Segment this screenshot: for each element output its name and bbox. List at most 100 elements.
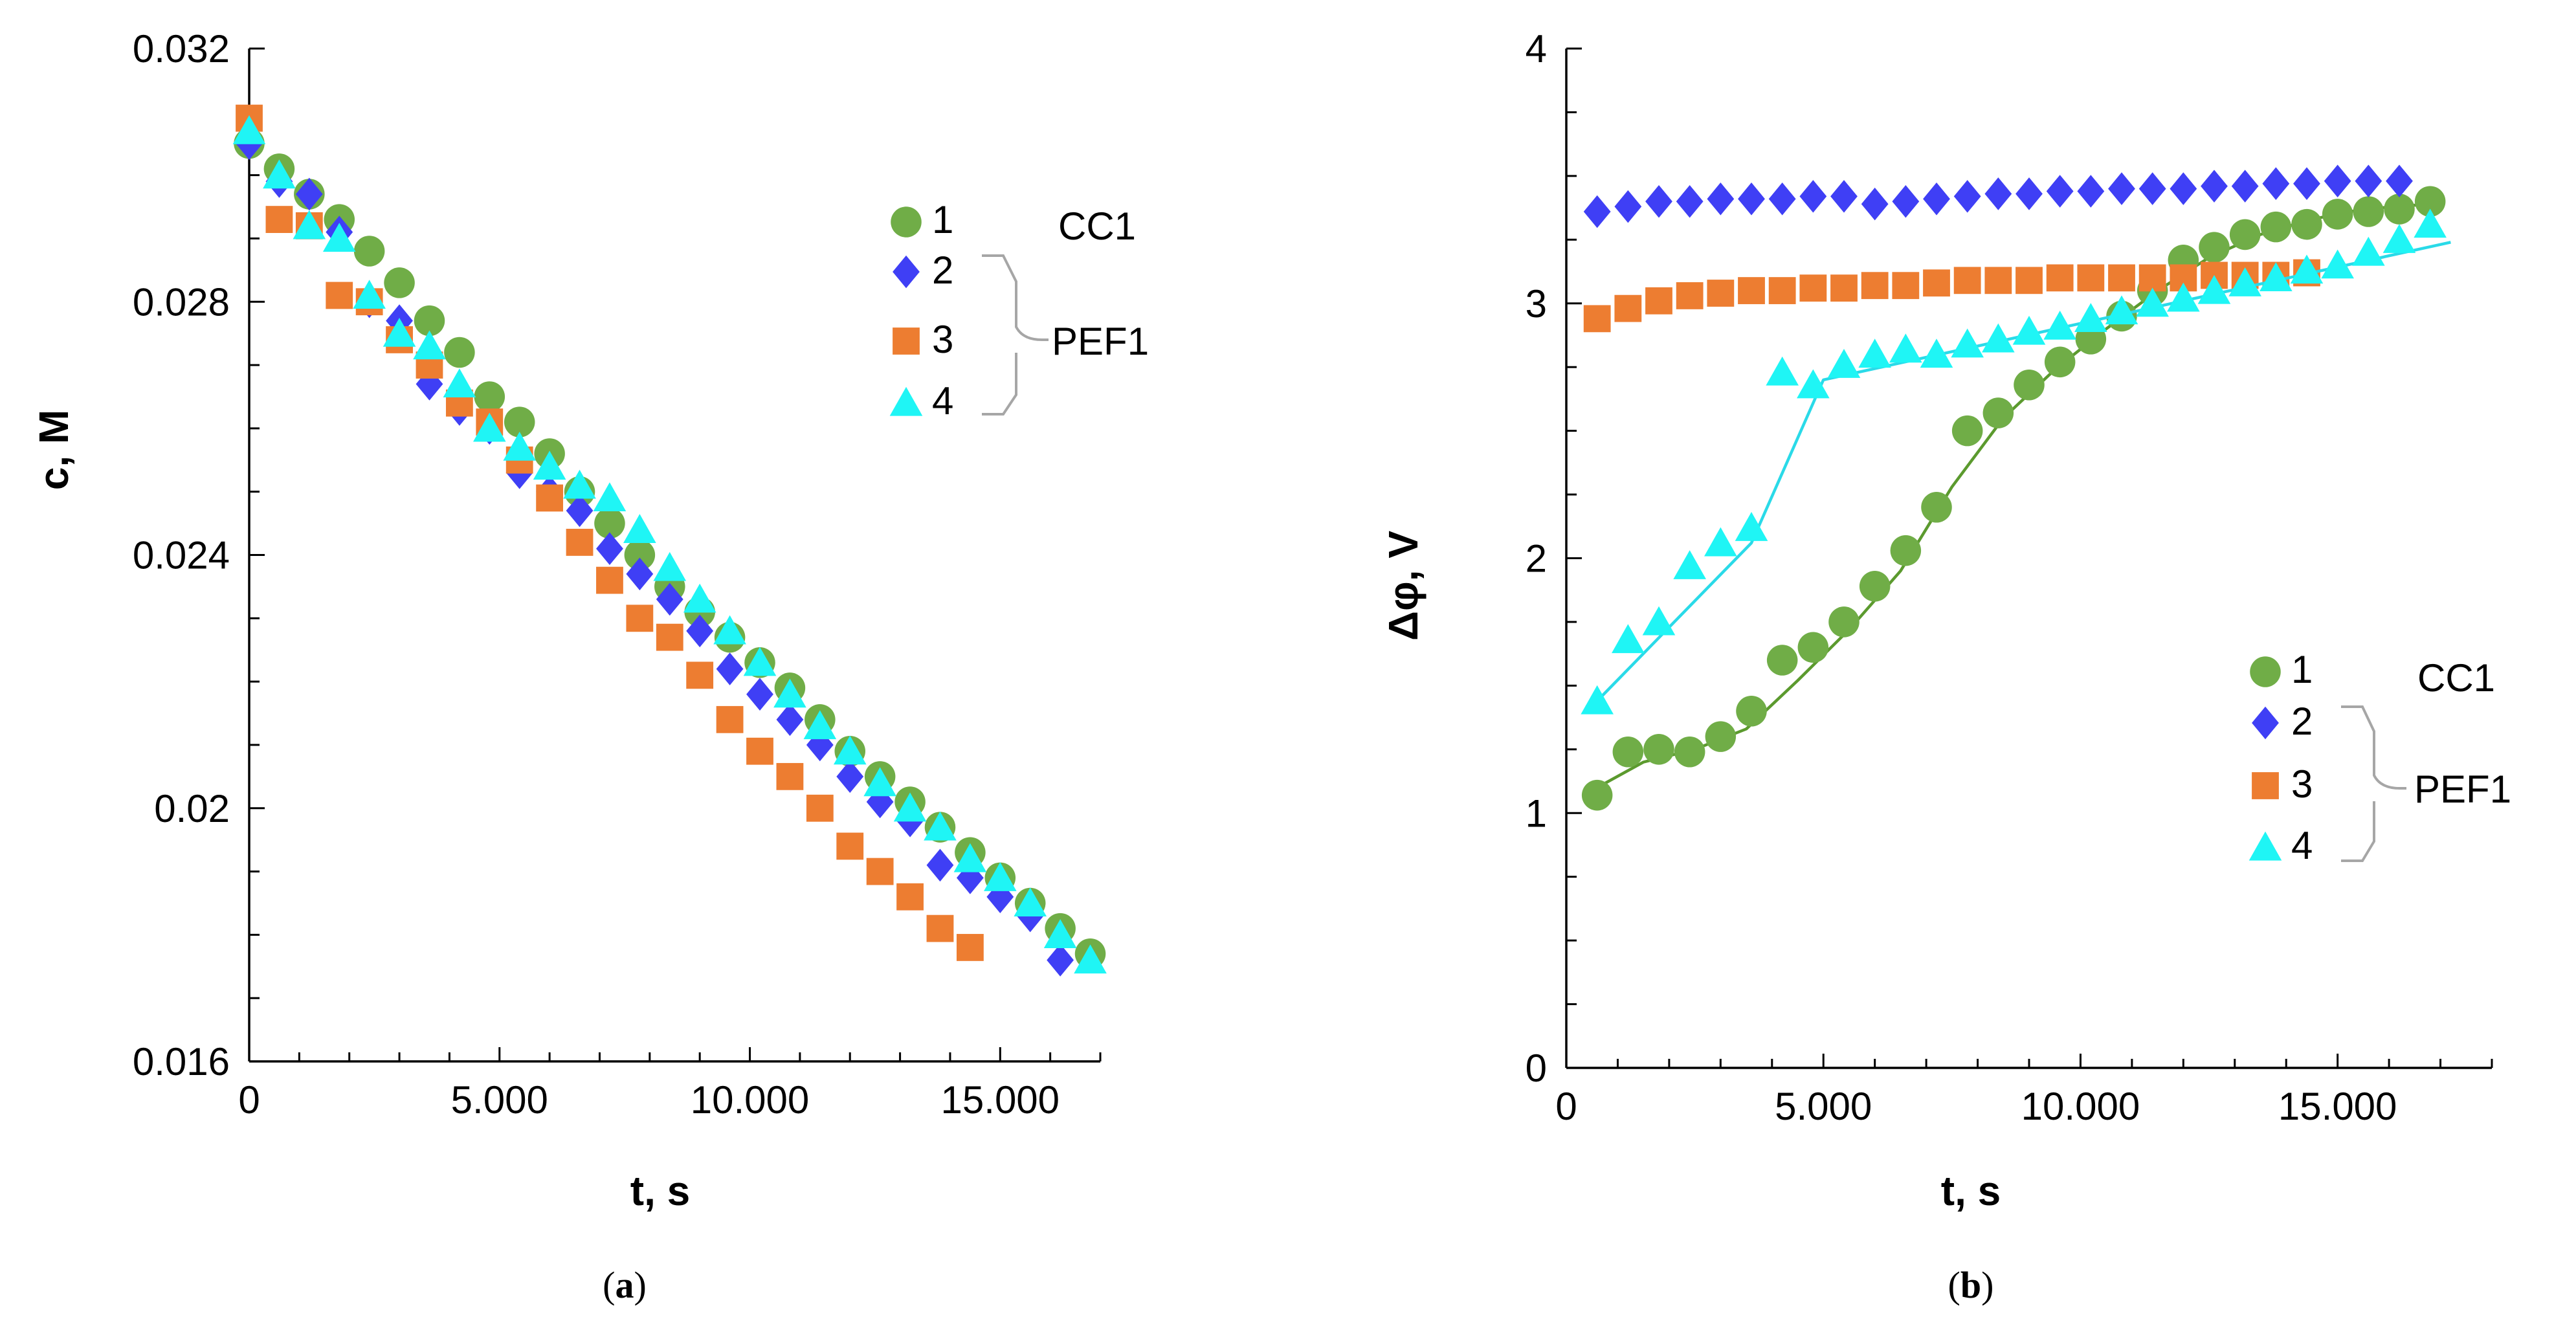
series-1-point (2044, 346, 2076, 378)
series-4-point (893, 792, 927, 822)
series-2-point (776, 703, 804, 737)
series-1-point (2014, 369, 2045, 401)
series-4-point (2105, 295, 2138, 325)
series-4-point (2414, 208, 2447, 238)
legend-marker-1 (2250, 656, 2281, 687)
chart-a-axes (248, 47, 1102, 1063)
series-2-point (656, 582, 683, 616)
series-1-point (1797, 632, 1829, 663)
legend-marker-4 (889, 386, 923, 416)
series-4-point (953, 843, 987, 872)
series-2-point (1583, 195, 1611, 228)
series-1-point (1859, 571, 1891, 602)
series-3-point (746, 737, 773, 765)
y-tick-label: 0.016 (133, 1040, 230, 1083)
series-4-point (2197, 274, 2231, 304)
series-4-point (863, 767, 896, 797)
series-3-point (716, 705, 744, 733)
series-1-point (1890, 535, 1922, 566)
series-4-point (2012, 315, 2046, 345)
series-4-point (2321, 249, 2354, 279)
series-1-point (1581, 779, 1613, 811)
y-tick-label: 4 (1526, 27, 1547, 71)
series-3-point (926, 914, 954, 942)
series-3-point (566, 529, 594, 556)
series-4-point (322, 223, 356, 252)
series-4 (1581, 208, 2451, 715)
caption-a-letter: a (616, 1264, 634, 1306)
legend-marker-3 (2252, 772, 2279, 799)
chart-b-legend-label-3: 3 (2291, 762, 2313, 806)
series-3-point (2138, 264, 2166, 292)
series-3-point (536, 484, 564, 512)
chart-a-legend: 1 2 3 4 CC1 PEF1 (889, 198, 1149, 423)
series-3-point (1953, 267, 1981, 294)
series-3-point (656, 623, 683, 651)
x-tick-label: 5.000 (451, 1078, 548, 1122)
series-4-point (743, 647, 777, 676)
series-3-point (1645, 287, 1672, 315)
series-2-point (2355, 164, 2382, 198)
x-tick-label: 15.000 (941, 1078, 1060, 1122)
series-1-point (1921, 491, 1952, 523)
series-1-point (1951, 415, 1983, 447)
series-4-point (503, 432, 537, 461)
series-3-point (1738, 277, 1765, 304)
chart-b-legend-label-4: 4 (2291, 824, 2313, 867)
series-2-point (1768, 183, 1796, 216)
series-4-point (1827, 349, 1861, 378)
series-2-point (2170, 172, 2197, 205)
series-4-point (1581, 685, 1614, 715)
series-4-point (1766, 356, 1799, 386)
chart-b-series (1581, 164, 2451, 811)
legend-marker-1 (891, 206, 922, 238)
y-tick-label: 0.028 (133, 280, 230, 324)
series-4 (232, 115, 1107, 974)
series-4-point (2290, 254, 2324, 284)
series-3-point (2108, 264, 2135, 292)
series-4-point (2136, 287, 2169, 317)
series-4-point (593, 482, 627, 512)
series-4-point (653, 551, 687, 581)
series-2-point (1923, 183, 1950, 216)
chart-a-xlabel: t, s (630, 1168, 690, 1214)
series-2-point (836, 760, 864, 793)
series-1-point (2322, 199, 2353, 230)
caption-b: (b) (1948, 1264, 1994, 1306)
caption-a: (a) (603, 1264, 647, 1306)
series-2-point (926, 848, 954, 882)
series-1-point (1766, 645, 1798, 676)
series-4-point (713, 615, 746, 645)
series-1-point (444, 337, 475, 368)
chart-b-tick-labels: 0 5.000 10.000 15.000 0 1 2 3 4 (1526, 27, 2397, 1128)
series-1-point (594, 507, 625, 539)
series-3-point (1923, 269, 1950, 297)
chart-a-legend-label-3: 3 (932, 318, 953, 361)
series-4-point (1673, 550, 1706, 579)
series-2-point (1953, 180, 1981, 213)
series-4-point (803, 710, 837, 740)
y-tick-label: 0 (1526, 1047, 1547, 1090)
series-4-point (773, 678, 806, 708)
series-1-point (1736, 695, 1767, 727)
series-4-point (1982, 323, 2015, 353)
series-1-point (474, 381, 505, 412)
chart-b-legend-group-cc1: CC1 (2417, 656, 2495, 700)
series-2-point (2108, 172, 2135, 205)
series-1-point (1982, 397, 2014, 428)
series-1 (1581, 186, 2446, 811)
y-tick-label: 1 (1526, 792, 1547, 835)
chart-a-legend-bracket (982, 254, 1049, 416)
series-4-point (1797, 369, 1830, 399)
series-4-point (2228, 267, 2261, 296)
series-4-point (1642, 606, 1676, 636)
series-2-point (1984, 177, 2012, 210)
series-2-point (2386, 164, 2413, 198)
series-4-point (983, 862, 1017, 891)
series-3 (1583, 259, 2320, 333)
chart-a-tick-labels: 0 5.000 10.000 15.000 0.016 0.02 0.024 0.028 0.0… (133, 27, 1060, 1122)
series-1-point (2199, 232, 2230, 263)
chart-a-ylabel: c, M (30, 410, 77, 490)
series-2-point (1892, 184, 1920, 218)
series-2-point (1830, 180, 1858, 213)
